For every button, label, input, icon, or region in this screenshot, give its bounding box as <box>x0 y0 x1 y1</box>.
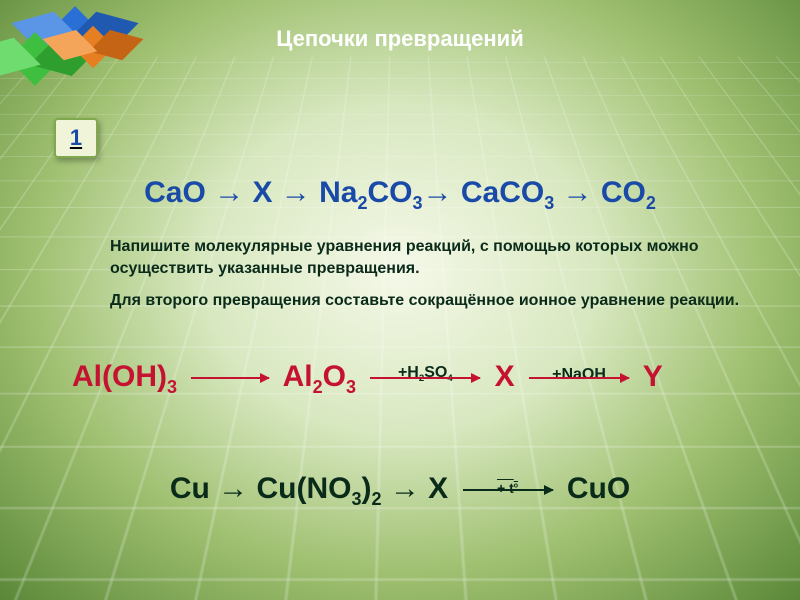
slide: Цепочки превращений 1 CaO → X → Na2CO3→ … <box>0 0 800 600</box>
chain1-p3: → CaCO <box>423 176 545 209</box>
arrow-icon <box>463 489 553 491</box>
chain2-y: Y <box>643 360 663 393</box>
arrow-with-label-2: +NaOH <box>523 360 635 394</box>
arrow-with-label-1: +H2SO4 <box>364 360 486 394</box>
chain2-x: X <box>495 360 515 393</box>
chain1-p4: → CO <box>554 176 646 209</box>
arrow-icon <box>191 377 269 379</box>
lbl3a: + t <box>497 480 514 496</box>
chain2-b: Al <box>283 360 313 393</box>
chain2-a: Al(OH) <box>72 360 167 393</box>
arrow-label-3-above: + to <box>497 480 518 496</box>
grid-background <box>0 56 800 600</box>
paragraph-2: Для второго превращения составьте сокращ… <box>110 290 740 312</box>
chain1-s2: 3 <box>413 193 423 213</box>
arrow-label-2: +NaOH <box>552 366 606 384</box>
chain1-s4: 2 <box>646 193 656 213</box>
chain1-p1: CaO → X → Na <box>144 176 357 209</box>
chain-1: CaO → X → Na2CO3→ CaCO3 → CO2 <box>0 176 800 214</box>
chain3-as2: 2 <box>371 489 381 509</box>
chain-2: Al(OH)3 Al2O3 +H2SO4 X +NaOH Y <box>72 360 663 398</box>
paragraph-1: Напишите молекулярные уравнения реакций,… <box>110 236 740 279</box>
arrow-icon <box>370 377 480 379</box>
chain2-b2: O <box>323 360 346 393</box>
chain3-as1: 3 <box>351 489 361 509</box>
slide-title: Цепочки превращений <box>0 26 800 52</box>
chain1-s1: 2 <box>357 193 367 213</box>
cube-icon-group <box>8 8 128 98</box>
chain2-as: 3 <box>167 377 177 397</box>
slide-number-box: 1 <box>54 118 98 158</box>
chain1-p2: CO <box>368 176 413 209</box>
arrow-label-1: +H2SO4 <box>398 364 453 384</box>
chain2-bs2: 3 <box>346 377 356 397</box>
chain3-b: → X <box>381 472 448 505</box>
chain-3: Cu → Cu(NO3)2 → X + to CuO <box>0 472 800 510</box>
chain2-bs1: 2 <box>313 377 323 397</box>
arrow-icon <box>529 377 629 379</box>
arrow-with-label-3: + to <box>457 472 559 506</box>
chain3-a2: ) <box>361 472 371 505</box>
slide-number: 1 <box>70 125 82 151</box>
chain3-c: CuO <box>567 472 630 505</box>
chain1-s3: 3 <box>544 193 554 213</box>
chain3-a: Cu → Cu(NO <box>170 472 352 505</box>
